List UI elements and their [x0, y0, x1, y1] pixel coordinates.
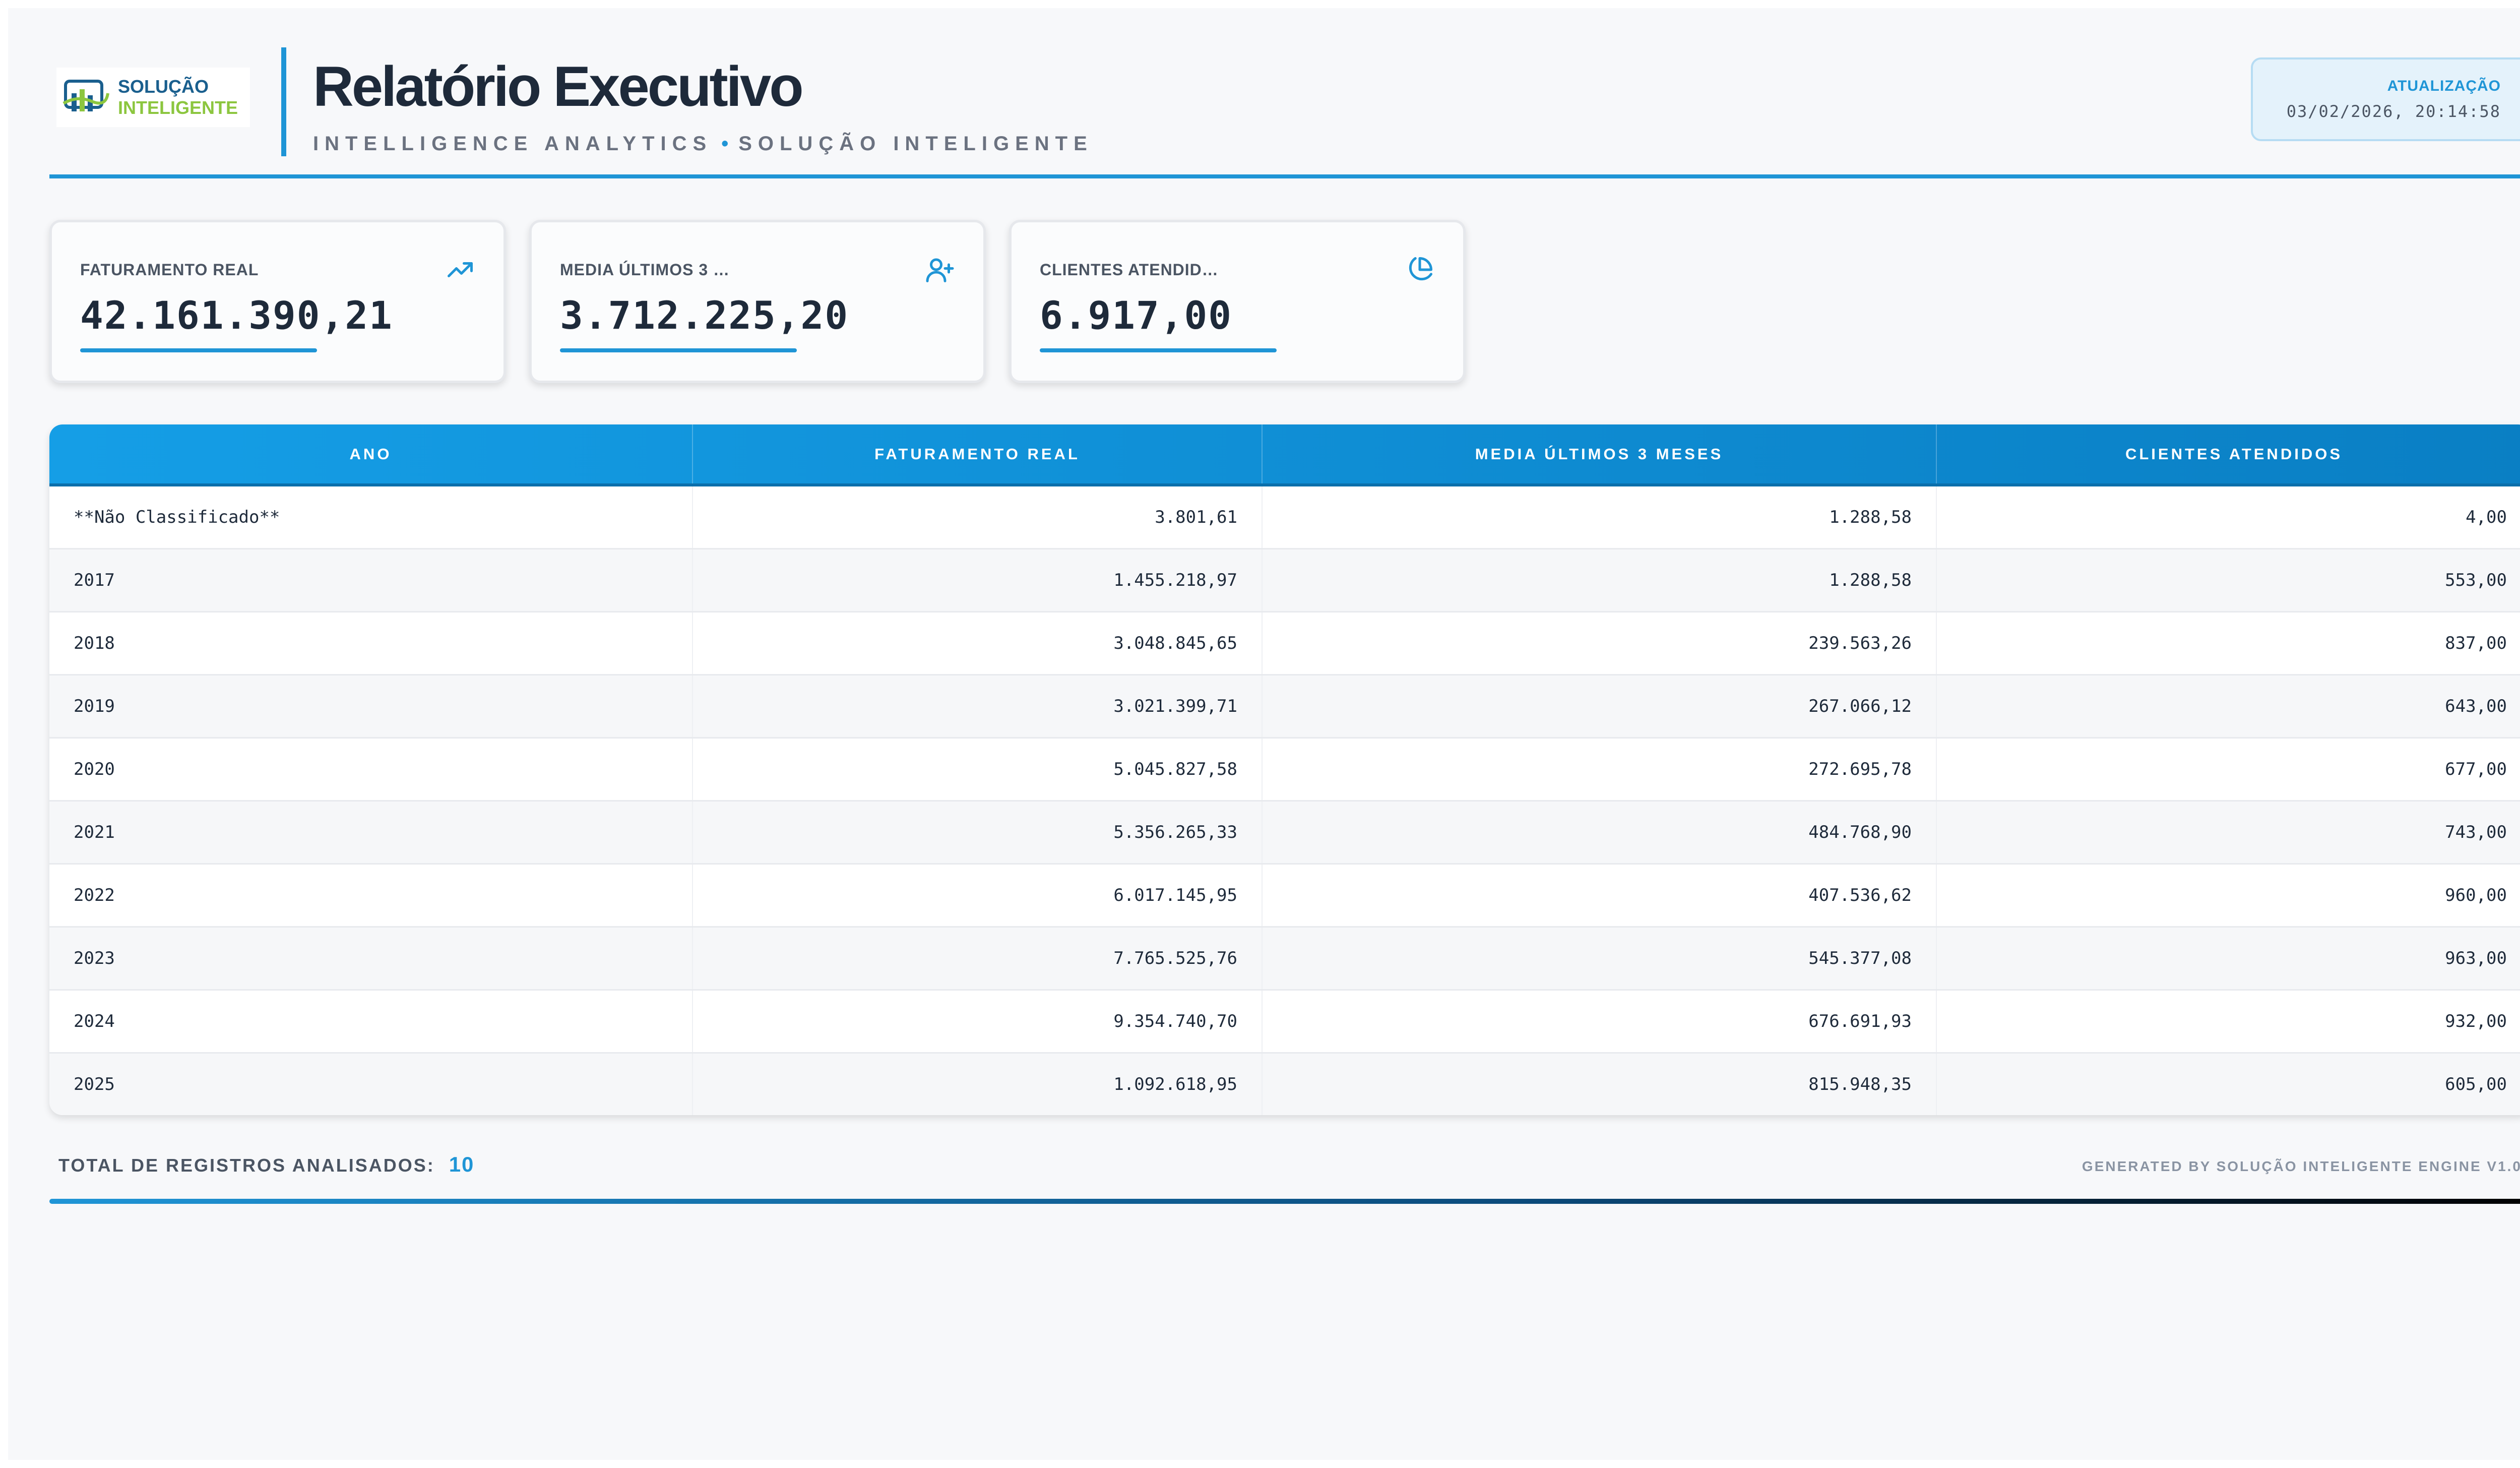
table-cell: 2019: [49, 675, 693, 739]
column-header-clientes[interactable]: CLIENTES ATENDIDOS: [1936, 424, 2520, 486]
kpi-label: MEDIA ÚLTIMOS 3 …: [560, 261, 730, 279]
logo-text: SOLUÇÃO INTELIGENTE: [118, 76, 238, 118]
subtitle-separator-dot: •: [721, 133, 729, 155]
table-row: 2023 7.765.525,76 545.377,08 963,00: [49, 927, 2520, 991]
logo-line-1: SOLUÇÃO: [118, 76, 209, 97]
table-row: 2020 5.045.827,58 272.695,78 677,00: [49, 738, 2520, 802]
table-cell: 2021: [49, 801, 693, 865]
table-cell: 6.017.145,95: [692, 864, 1263, 928]
update-timestamp-box: ATUALIZAÇÃO 03/02/2026, 20:14:58: [2251, 57, 2520, 141]
table-cell: 1.288,58: [1262, 548, 1937, 613]
kpi-label: CLIENTES ATENDID…: [1040, 261, 1219, 279]
table-cell: 960,00: [1936, 864, 2520, 928]
data-table-container: ANO FATURAMENTO REAL MEDIA ÚLTIMOS 3 MES…: [49, 424, 2520, 1115]
kpi-card-media: MEDIA ÚLTIMOS 3 … 3.712.225,20: [529, 220, 986, 383]
report-content: SOLUÇÃO INTELIGENTE Relatório Executivo …: [49, 8, 2520, 1204]
table-cell: 3.021.399,71: [692, 675, 1263, 739]
update-label: ATUALIZAÇÃO: [2387, 78, 2501, 94]
kpi-accent-bar: [560, 348, 797, 352]
table-cell: 7.765.525,76: [692, 927, 1263, 991]
kpi-value: 42.161.390,21: [80, 293, 393, 338]
table-cell: 605,00: [1936, 1053, 2520, 1115]
table-cell: 2017: [49, 548, 693, 613]
table-row: 2017 1.455.218,97 1.288,58 553,00: [49, 548, 2520, 613]
column-header-media[interactable]: MEDIA ÚLTIMOS 3 MESES: [1262, 424, 1937, 486]
table-cell: 1.455.218,97: [692, 548, 1263, 613]
pie-chart-icon: [1409, 257, 1432, 281]
table-cell: 272.695,78: [1262, 738, 1937, 802]
update-value: 03/02/2026, 20:14:58: [2286, 102, 2501, 121]
table-cell: 3.048.845,65: [692, 611, 1263, 676]
table-cell: 2025: [49, 1053, 693, 1115]
subtitle-right: SOLUÇÃO INTELIGENTE: [738, 133, 1093, 155]
footer-divider: [49, 1199, 2520, 1204]
logo-line-2: INTELIGENTE: [118, 97, 238, 118]
table-cell: 2020: [49, 738, 693, 802]
table-cell: 677,00: [1936, 738, 2520, 802]
column-header-ano[interactable]: ANO: [49, 424, 693, 486]
records-total: TOTAL DE REGISTROS ANALISADOS: 10: [58, 1152, 474, 1177]
kpi-label: FATURAMENTO REAL: [80, 261, 259, 279]
table-cell: 2018: [49, 611, 693, 676]
table-row: **Não Classificado** 3.801,61 1.288,58 4,00: [49, 485, 2520, 549]
trending-up-icon: [448, 262, 473, 277]
table-cell: 484.768,90: [1262, 801, 1937, 865]
subtitle-left: INTELLIGENCE ANALYTICS: [313, 133, 713, 155]
table-row: 2022 6.017.145,95 407.536,62 960,00: [49, 864, 2520, 928]
table-cell: 9.354.740,70: [692, 990, 1263, 1054]
table-cell: 553,00: [1936, 548, 2520, 613]
table-row: 2021 5.356.265,33 484.768,90 743,00: [49, 801, 2520, 865]
header-divider: [49, 174, 2520, 178]
table-cell: 2022: [49, 864, 693, 928]
table-cell: 4,00: [1936, 485, 2520, 549]
table-cell: 837,00: [1936, 611, 2520, 676]
report-page: SOLUÇÃO INTELIGENTE Relatório Executivo …: [8, 8, 2520, 1460]
table-cell: 743,00: [1936, 801, 2520, 865]
table-cell: 1.092.618,95: [692, 1053, 1263, 1115]
table-cell: 3.801,61: [692, 485, 1263, 549]
table-cell: 815.948,35: [1262, 1053, 1937, 1115]
kpi-value: 3.712.225,20: [560, 293, 849, 338]
logo-chart-icon: [62, 80, 109, 111]
page-title: Relatório Executivo: [313, 55, 804, 118]
kpi-cards: FATURAMENTO REAL 42.161.390,21 MEDIA ÚLT…: [49, 220, 1466, 383]
table-cell: **Não Classificado**: [49, 485, 693, 549]
table-cell: 239.563,26: [1262, 611, 1937, 676]
title-accent-bar: [281, 47, 286, 156]
table-cell: 5.045.827,58: [692, 738, 1263, 802]
table-row: 2024 9.354.740,70 676.691,93 932,00: [49, 990, 2520, 1054]
page-subtitle: INTELLIGENCE ANALYTICS • SOLUÇÃO INTELIGEN…: [313, 131, 1093, 156]
table-cell: 963,00: [1936, 927, 2520, 991]
table-row: 2019 3.021.399,71 267.066,12 643,00: [49, 675, 2520, 739]
table-cell: 676.691,93: [1262, 990, 1937, 1054]
kpi-accent-bar: [1040, 348, 1277, 352]
table-cell: 267.066,12: [1262, 675, 1937, 739]
table-cell: 407.536,62: [1262, 864, 1937, 928]
table-cell: 643,00: [1936, 675, 2520, 739]
kpi-value: 6.917,00: [1040, 293, 1233, 338]
table-row: 2025 1.092.618,95 815.948,35 605,00: [49, 1053, 2520, 1115]
table-row: 2018 3.048.845,65 239.563,26 837,00: [49, 611, 2520, 676]
records-total-count: 10: [449, 1152, 475, 1176]
table-cell: 545.377,08: [1262, 927, 1937, 991]
generated-by-note: GENERATED BY SOLUÇÃO INTELIGENTE ENGINE …: [2082, 1158, 2520, 1174]
table-cell: 2023: [49, 927, 693, 991]
table-body: **Não Classificado** 3.801,61 1.288,58 4,00…: [49, 485, 2520, 1115]
table-header-row: ANO FATURAMENTO REAL MEDIA ÚLTIMOS 3 MES…: [49, 424, 2520, 486]
kpi-accent-bar: [80, 348, 317, 352]
kpi-card-clientes: CLIENTES ATENDID… 6.917,00: [1009, 220, 1466, 383]
table-cell: 5.356.265,33: [692, 801, 1263, 865]
data-table: ANO FATURAMENTO REAL MEDIA ÚLTIMOS 3 MES…: [49, 424, 2520, 1115]
report-header: SOLUÇÃO INTELIGENTE Relatório Executivo …: [49, 8, 2520, 178]
company-logo: SOLUÇÃO INTELIGENTE: [56, 68, 250, 127]
table-cell: 2024: [49, 990, 693, 1054]
records-total-label: TOTAL DE REGISTROS ANALISADOS:: [58, 1155, 435, 1176]
user-plus-icon: [926, 258, 954, 282]
kpi-card-faturamento: FATURAMENTO REAL 42.161.390,21: [49, 220, 506, 383]
table-cell: 932,00: [1936, 990, 2520, 1054]
table-cell: 1.288,58: [1262, 485, 1937, 549]
column-header-faturamento[interactable]: FATURAMENTO REAL: [692, 424, 1263, 486]
